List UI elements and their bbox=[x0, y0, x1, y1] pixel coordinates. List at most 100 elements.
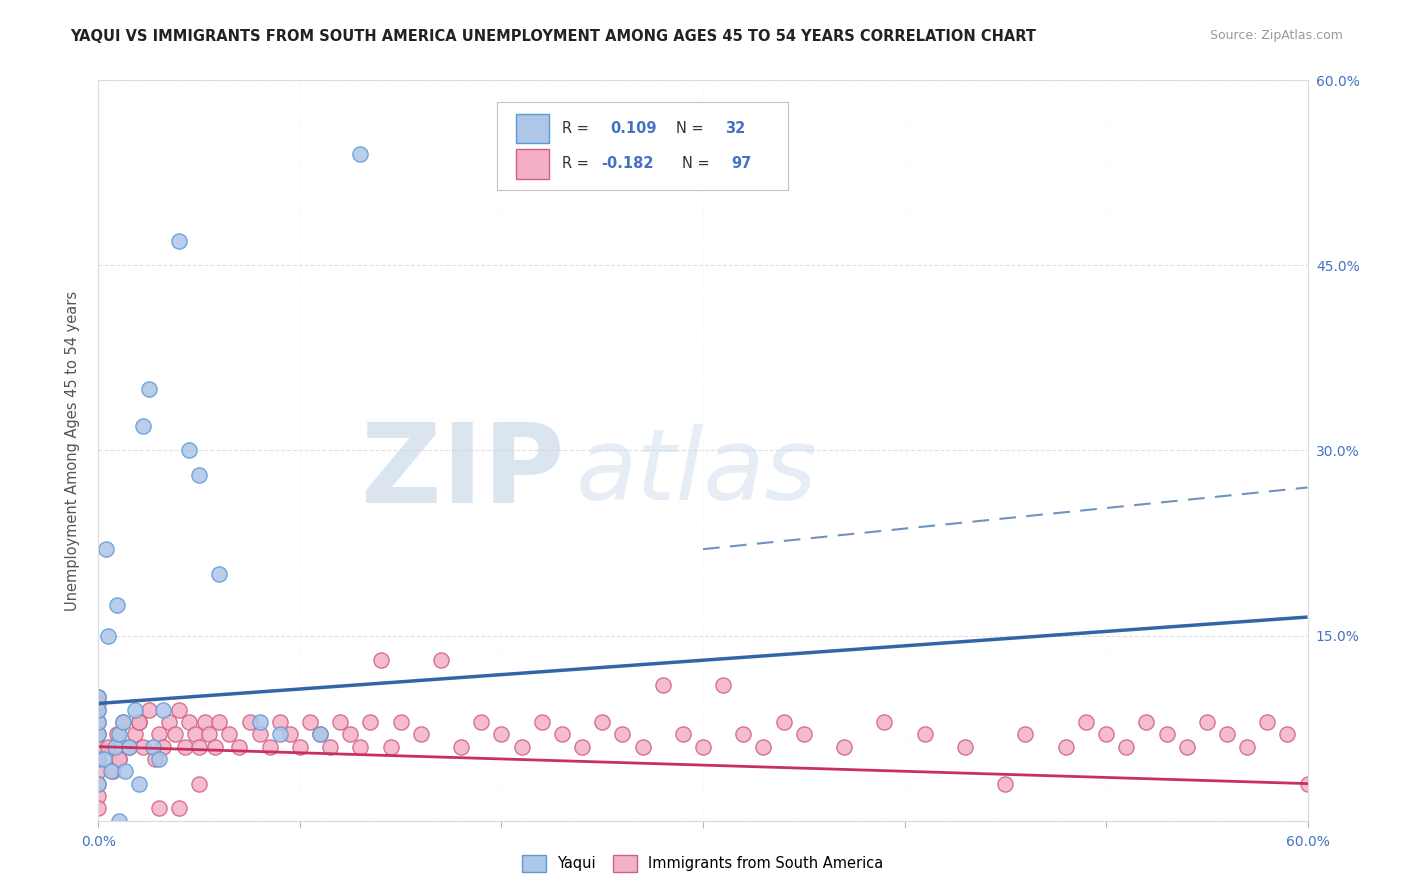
Text: Source: ZipAtlas.com: Source: ZipAtlas.com bbox=[1209, 29, 1343, 42]
Text: R =: R = bbox=[561, 121, 593, 136]
Point bbox=[142, 739, 165, 754]
Point bbox=[914, 727, 936, 741]
Point bbox=[873, 714, 896, 729]
Point bbox=[132, 739, 155, 754]
Point bbox=[87, 714, 110, 729]
Text: R =: R = bbox=[561, 156, 593, 171]
Text: 97: 97 bbox=[731, 156, 751, 171]
Point bbox=[672, 727, 695, 741]
Point bbox=[87, 703, 110, 717]
Point bbox=[132, 418, 155, 433]
Point bbox=[309, 727, 332, 741]
Point bbox=[152, 703, 174, 717]
Point bbox=[218, 727, 240, 741]
Point bbox=[409, 727, 432, 741]
Point bbox=[370, 653, 392, 667]
Point bbox=[1135, 714, 1157, 729]
Point bbox=[571, 739, 593, 754]
Point bbox=[1236, 739, 1258, 754]
Point bbox=[228, 739, 250, 754]
Point bbox=[107, 752, 129, 766]
Point bbox=[138, 703, 160, 717]
Legend: Yaqui, Immigrants from South America: Yaqui, Immigrants from South America bbox=[516, 849, 890, 878]
Point bbox=[96, 542, 118, 557]
Point bbox=[128, 714, 150, 729]
Point bbox=[174, 739, 197, 754]
Text: N =: N = bbox=[676, 121, 709, 136]
Point bbox=[288, 739, 311, 754]
Point bbox=[124, 727, 146, 741]
Point bbox=[148, 727, 170, 741]
Point bbox=[114, 764, 136, 779]
Text: -0.182: -0.182 bbox=[602, 156, 654, 171]
Point bbox=[733, 727, 755, 741]
Point bbox=[87, 727, 110, 741]
Point bbox=[612, 727, 634, 741]
Point bbox=[107, 752, 129, 766]
Point bbox=[184, 727, 207, 741]
Point bbox=[1156, 727, 1178, 741]
Point bbox=[111, 714, 134, 729]
Point bbox=[1014, 727, 1036, 741]
Point bbox=[87, 801, 110, 815]
Point bbox=[97, 628, 120, 642]
Point bbox=[1256, 714, 1278, 729]
Point bbox=[249, 727, 271, 741]
Point bbox=[651, 678, 673, 692]
Point bbox=[772, 714, 794, 729]
Point bbox=[1095, 727, 1118, 741]
Point bbox=[128, 714, 150, 729]
Point bbox=[339, 727, 361, 741]
Point bbox=[470, 714, 492, 729]
Point bbox=[167, 801, 190, 815]
Point bbox=[389, 714, 412, 729]
Point bbox=[105, 727, 128, 741]
Point bbox=[107, 814, 129, 828]
Point bbox=[93, 752, 115, 766]
Point bbox=[1074, 714, 1097, 729]
Point bbox=[179, 443, 201, 458]
Point bbox=[188, 776, 211, 791]
Point bbox=[239, 714, 262, 729]
Y-axis label: Unemployment Among Ages 45 to 54 years: Unemployment Among Ages 45 to 54 years bbox=[65, 291, 80, 610]
Point bbox=[167, 703, 190, 717]
Point bbox=[752, 739, 775, 754]
Point bbox=[87, 752, 110, 766]
Point bbox=[188, 739, 211, 754]
Point bbox=[111, 714, 134, 729]
Point bbox=[118, 739, 141, 754]
Point bbox=[143, 752, 166, 766]
FancyBboxPatch shape bbox=[516, 113, 550, 144]
Point bbox=[994, 776, 1017, 791]
Point bbox=[107, 727, 129, 741]
Point bbox=[87, 703, 110, 717]
Point bbox=[832, 739, 855, 754]
Point bbox=[249, 714, 271, 729]
Point bbox=[138, 382, 160, 396]
Point bbox=[711, 678, 734, 692]
Point bbox=[208, 566, 231, 581]
Point bbox=[167, 234, 190, 248]
Point bbox=[319, 739, 342, 754]
Point bbox=[1115, 739, 1137, 754]
Point bbox=[1195, 714, 1218, 729]
Point bbox=[152, 739, 174, 754]
Point bbox=[299, 714, 322, 729]
Point bbox=[380, 739, 402, 754]
Point bbox=[430, 653, 453, 667]
Point bbox=[953, 739, 976, 754]
Text: atlas: atlas bbox=[576, 425, 818, 521]
Point bbox=[1277, 727, 1299, 741]
Point bbox=[105, 598, 128, 612]
Point bbox=[97, 739, 120, 754]
Point bbox=[87, 764, 110, 779]
Point bbox=[87, 697, 110, 711]
Point bbox=[198, 727, 221, 741]
Point bbox=[208, 714, 231, 729]
Point bbox=[87, 789, 110, 803]
Point bbox=[349, 739, 371, 754]
Point bbox=[591, 714, 613, 729]
Point bbox=[87, 776, 110, 791]
Point bbox=[491, 727, 513, 741]
Point bbox=[530, 714, 553, 729]
